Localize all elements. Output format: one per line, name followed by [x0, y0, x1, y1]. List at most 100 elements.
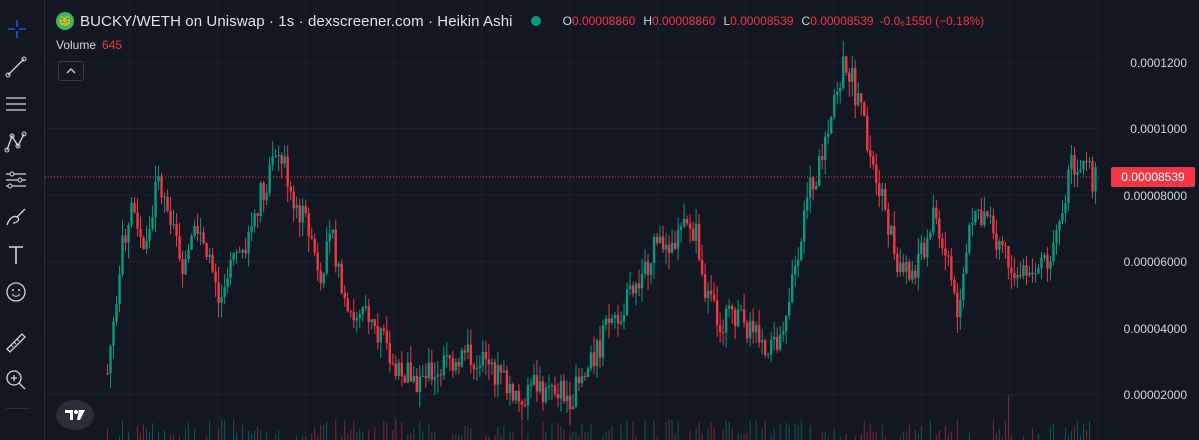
candle-body	[727, 305, 731, 309]
volume-bar	[860, 433, 862, 440]
candle-body	[598, 340, 602, 358]
volume-bar	[521, 422, 523, 440]
candle-body	[673, 242, 677, 249]
volume-bar	[305, 436, 307, 440]
volume-bar	[569, 434, 571, 440]
volume-bar	[947, 434, 949, 440]
candle-body	[433, 376, 437, 380]
volume-bar	[164, 430, 166, 440]
candle-body	[424, 375, 428, 379]
candle-body	[169, 211, 172, 225]
candle-body	[304, 205, 307, 214]
volume-bar	[869, 423, 871, 440]
pattern-icon[interactable]	[4, 130, 28, 154]
volume-bar	[1007, 395, 1009, 440]
volume-bar	[881, 424, 883, 440]
candle-body	[370, 319, 373, 323]
fib-icon[interactable]	[4, 92, 28, 116]
candle-body	[950, 256, 953, 281]
candle-body	[781, 331, 785, 335]
candle-body	[544, 387, 548, 402]
candle-body	[622, 315, 626, 322]
candle-body	[541, 381, 545, 402]
candle-body	[778, 334, 782, 350]
candle-body	[839, 87, 842, 92]
candle-body	[1010, 267, 1013, 274]
brush-icon[interactable]	[4, 205, 28, 229]
candle-body	[406, 362, 410, 383]
volume-bar	[722, 430, 724, 440]
candle-body	[787, 301, 791, 316]
volume-bar	[278, 430, 280, 440]
candle-body	[643, 261, 647, 274]
candle-body	[772, 336, 776, 340]
candle-body	[854, 68, 857, 106]
candle-body	[1082, 160, 1085, 170]
candle-body	[1058, 221, 1061, 231]
candle-body	[391, 363, 394, 365]
candle-body	[938, 218, 941, 239]
volume-bar	[464, 426, 466, 440]
volume-bar	[824, 431, 826, 440]
volume-bar	[560, 425, 562, 440]
candle-body	[127, 225, 130, 243]
candle-body	[1064, 203, 1067, 213]
text-icon[interactable]	[4, 243, 28, 267]
candle-body	[736, 309, 740, 326]
candle-body	[962, 273, 965, 301]
candle-body	[667, 244, 671, 253]
candle-body	[511, 384, 515, 401]
candle-body	[142, 237, 145, 249]
zoom-icon[interactable]	[4, 368, 28, 392]
candle-body	[226, 277, 229, 288]
collapse-legend-button[interactable]	[58, 61, 84, 81]
volume-bar	[689, 430, 691, 440]
chart-area[interactable]	[45, 0, 1199, 440]
candle-body	[214, 271, 217, 283]
candle-body	[586, 368, 590, 377]
candle-body	[917, 253, 920, 278]
volume-bar	[707, 428, 709, 440]
tradingview-logo-icon[interactable]	[56, 400, 94, 430]
volume-bar	[146, 428, 148, 440]
volume-bar	[242, 425, 244, 440]
volume-bar	[626, 420, 628, 440]
candle-body	[929, 232, 932, 238]
volume-bar	[1085, 429, 1087, 440]
volume-bar	[602, 435, 604, 440]
candle-body	[688, 223, 692, 229]
volume-bar	[866, 432, 868, 440]
candle-body	[619, 321, 623, 324]
volume-bar	[143, 424, 145, 440]
volume-bar	[356, 432, 358, 440]
candle-body	[484, 351, 488, 360]
volume-value: 645	[102, 38, 123, 52]
volume-bar	[917, 434, 919, 440]
trendline-icon[interactable]	[4, 55, 28, 79]
ruler-icon[interactable]	[4, 331, 28, 355]
candle-body	[890, 226, 893, 235]
volume-bar	[575, 431, 577, 440]
candle-body	[361, 307, 364, 314]
volume-bar	[740, 434, 742, 440]
candle-body	[1085, 160, 1088, 163]
symbol-title[interactable]: BUCKY/WETH on Uniswap · 1s · dexscreener…	[80, 12, 513, 30]
volume-bar	[431, 432, 433, 440]
candle-body	[478, 365, 482, 368]
candle-body	[187, 249, 190, 259]
candle-body	[526, 384, 530, 406]
candle-body	[529, 384, 533, 386]
emoji-icon[interactable]	[4, 280, 28, 304]
forecast-icon[interactable]	[4, 168, 28, 192]
candle-body	[1025, 265, 1028, 276]
volume-bar	[527, 433, 529, 440]
crosshair-icon[interactable]	[5, 17, 29, 41]
candle-body	[574, 376, 578, 407]
volume-bar	[572, 431, 574, 440]
volume-bar	[323, 424, 325, 440]
volume-bar	[359, 428, 361, 440]
candle-body	[571, 406, 575, 410]
candle-body	[920, 242, 923, 254]
candle-body	[646, 261, 650, 275]
